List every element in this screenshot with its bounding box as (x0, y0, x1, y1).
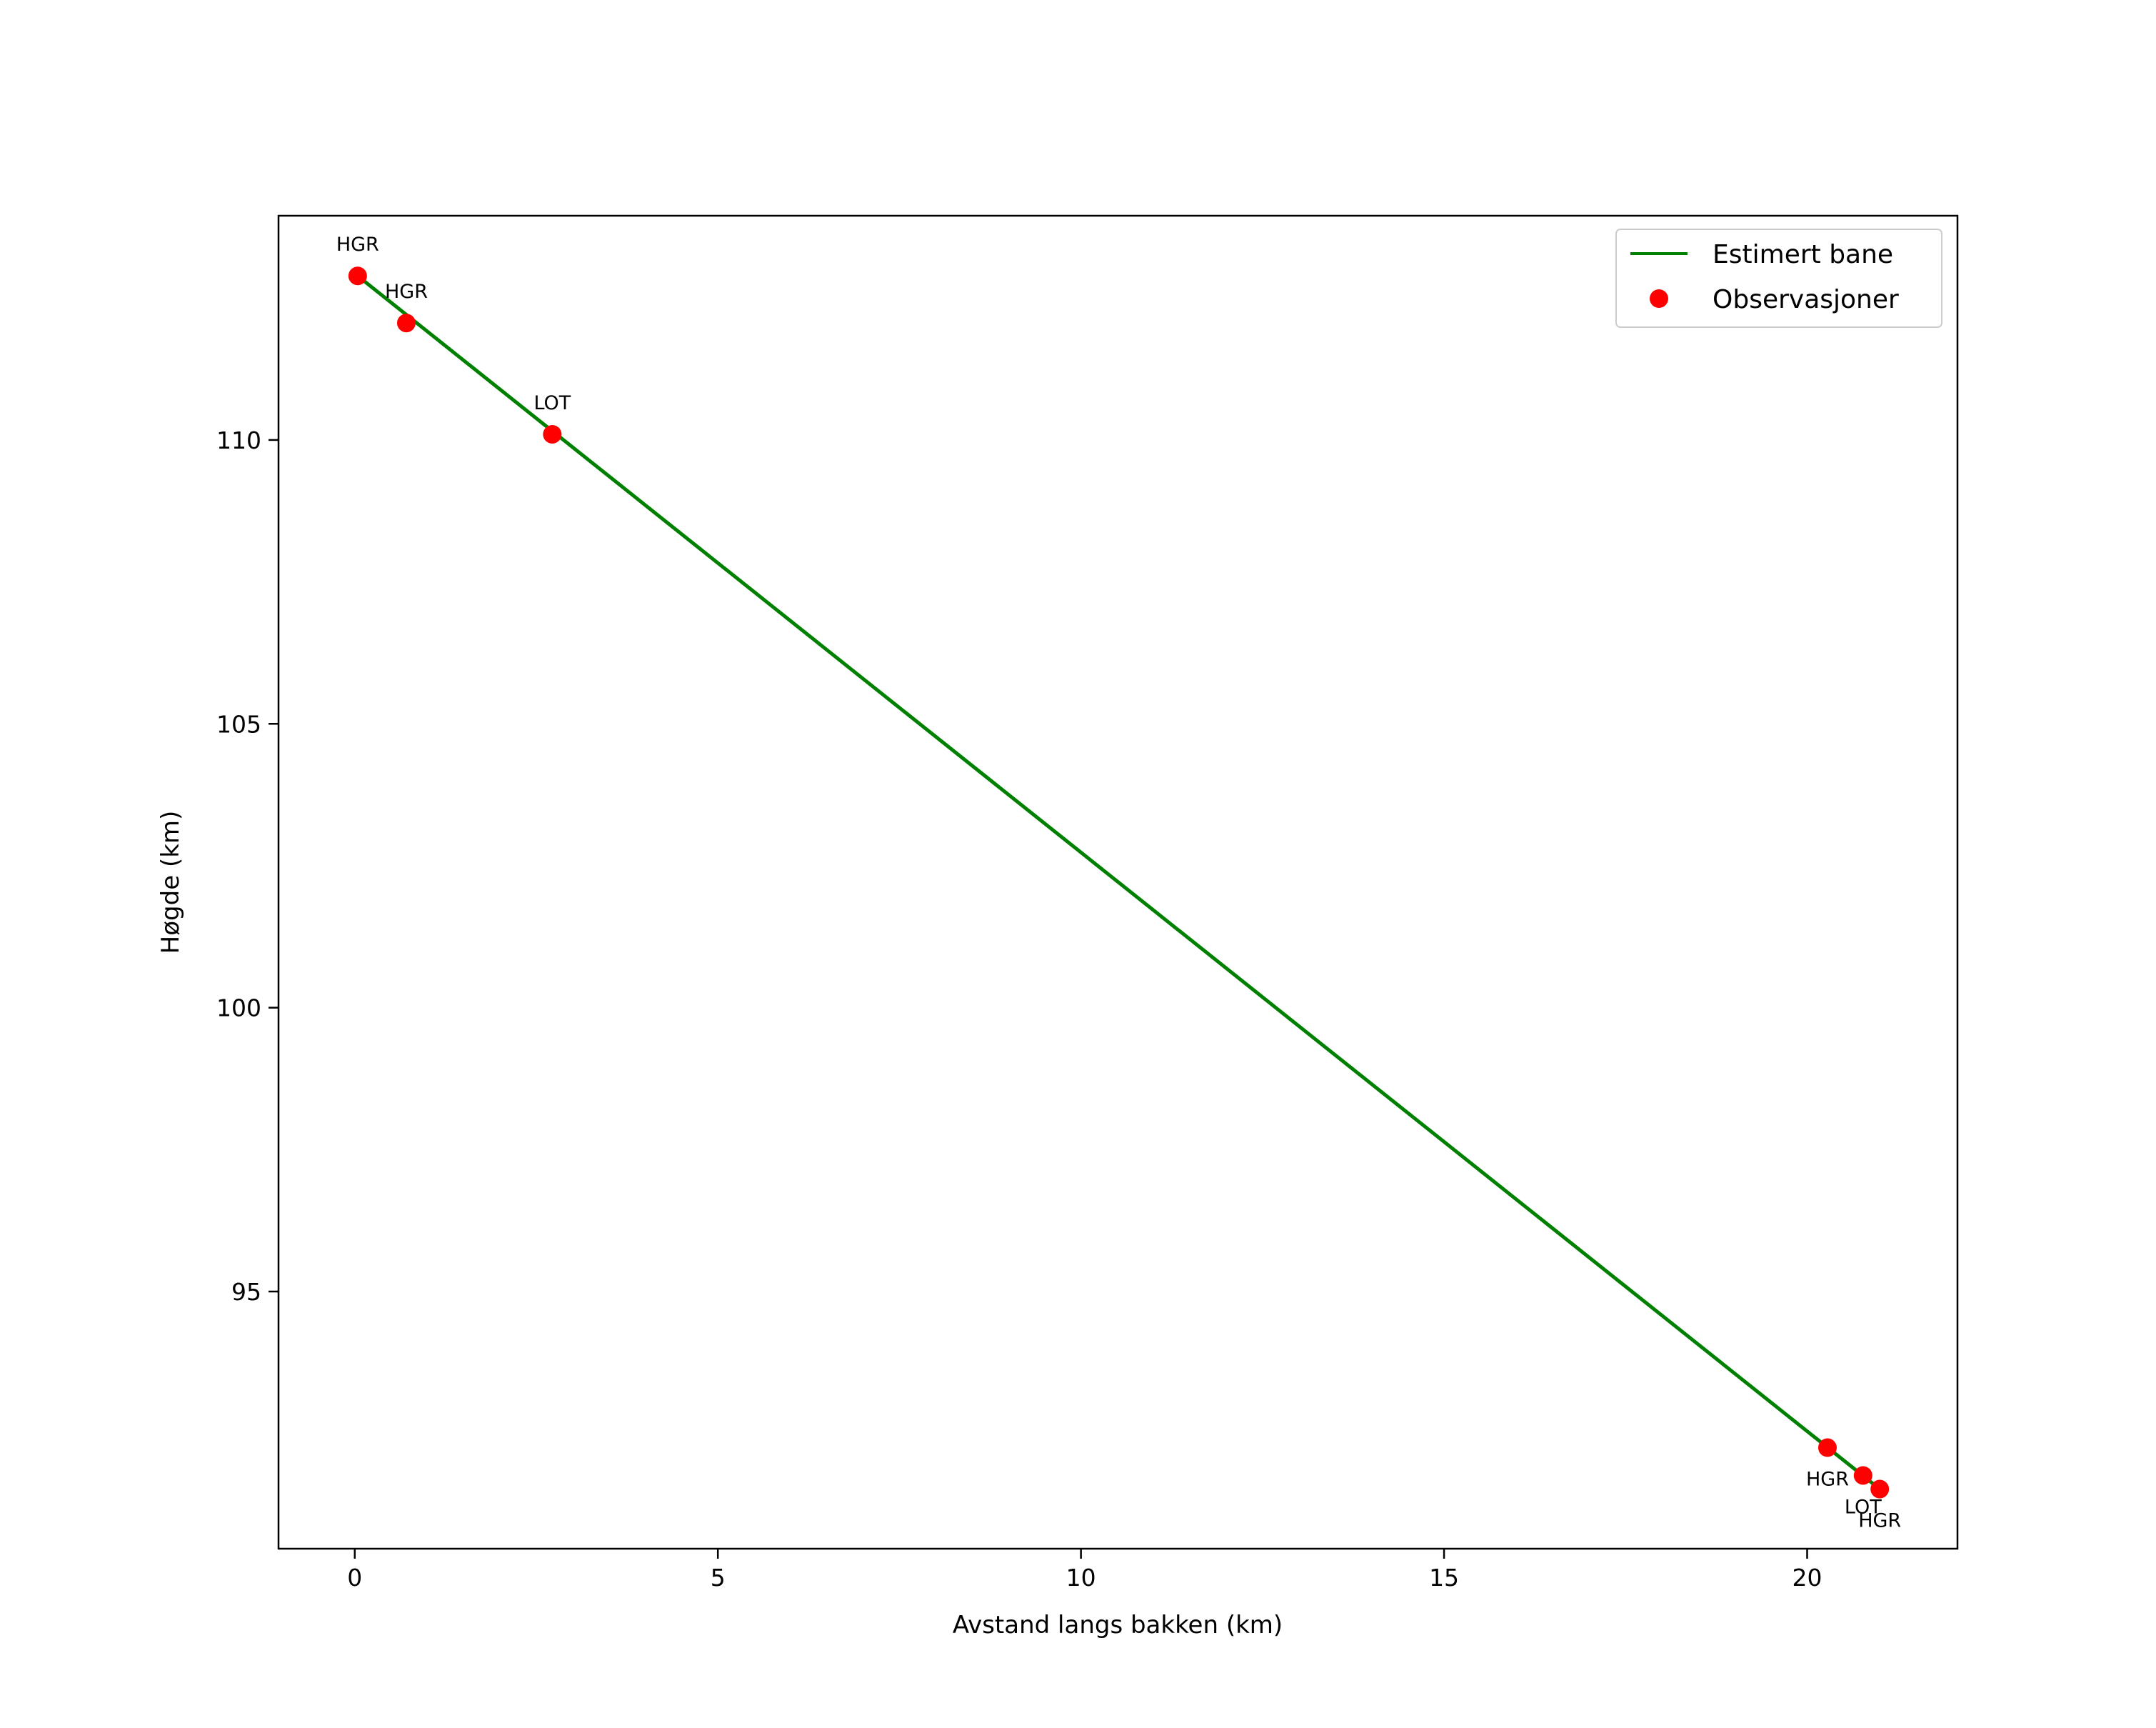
observation-point (1870, 1479, 1890, 1499)
y-tick-label: 110 (216, 426, 261, 454)
observation-station-label: HGR (385, 281, 428, 303)
x-tick-label: 15 (1429, 1564, 1459, 1592)
y-tick-label: 95 (231, 1278, 261, 1306)
observation-station-label: HGR (336, 234, 379, 256)
observation-point (1817, 1438, 1837, 1457)
observation-station-label: HGR (1806, 1469, 1849, 1491)
legend-label-estimert-bane: Estimert bane (1713, 240, 1893, 269)
observation-station-label: LOT (1845, 1496, 1882, 1518)
legend-box (1615, 229, 1942, 328)
legend: Estimert bane Observasjoner (1615, 229, 1942, 328)
x-tick-label: 20 (1793, 1564, 1822, 1592)
observation-point (1853, 1466, 1872, 1485)
observation-station-label: LOT (533, 392, 571, 414)
estimated-trajectory-line (356, 274, 1881, 1491)
x-tick-label: 10 (1066, 1564, 1096, 1592)
y-axis-label: Høgde (km) (156, 811, 185, 954)
axis-ticks: 0 5 10 15 20 95 100 105 110 (216, 426, 1822, 1592)
x-tick-label: 0 (347, 1564, 362, 1592)
x-tick-label: 5 (711, 1564, 726, 1592)
legend-label-observasjoner: Observasjoner (1713, 285, 1899, 314)
observation-point (396, 314, 416, 333)
x-axis-label: Avstand langs bakken (km) (953, 1611, 1283, 1639)
observation-station-label: HGR (1858, 1510, 1901, 1532)
y-tick-label: 100 (216, 994, 261, 1022)
observation-point (543, 424, 562, 444)
axes-frame (277, 214, 1959, 1550)
observation-point (348, 266, 367, 286)
legend-marker-swatch (1650, 289, 1668, 308)
y-tick-label: 105 (216, 710, 261, 738)
